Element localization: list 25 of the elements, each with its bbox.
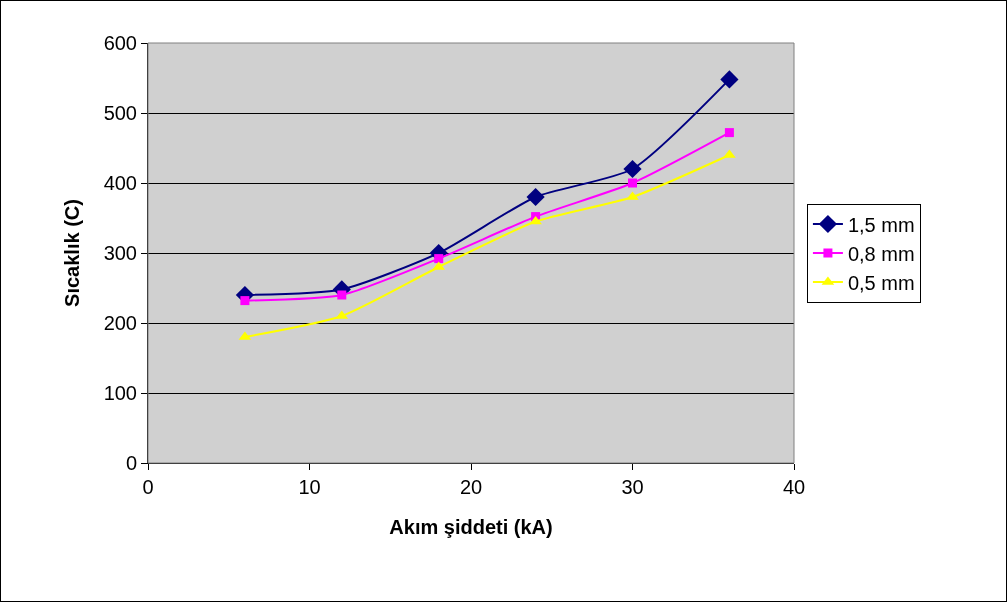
y-tick-label: 600 bbox=[103, 32, 137, 54]
point bbox=[240, 296, 250, 306]
y-axis-title: Sıcaklık (C) bbox=[61, 199, 84, 307]
y-tick-label: 100 bbox=[103, 382, 137, 404]
point bbox=[526, 187, 545, 207]
x-axis-title: Akım şiddeti (kA) bbox=[389, 515, 553, 538]
x-tick-label: 0 bbox=[142, 476, 154, 498]
point bbox=[623, 159, 642, 179]
point bbox=[628, 178, 637, 188]
legend-label: 0,5 mm bbox=[847, 271, 915, 294]
y-tick-label: 500 bbox=[103, 102, 137, 124]
x-tick-label: 40 bbox=[782, 476, 806, 498]
legend-label: 0,8 mm bbox=[847, 242, 915, 265]
point bbox=[724, 128, 734, 138]
y-tick-label: 400 bbox=[103, 172, 137, 194]
x-tick-label: 20 bbox=[459, 476, 483, 498]
y-tick-label: 0 bbox=[125, 452, 137, 474]
y-tick-label: 200 bbox=[103, 312, 137, 334]
point bbox=[720, 70, 739, 89]
point bbox=[434, 254, 444, 264]
x-tick-label: 30 bbox=[621, 476, 644, 498]
point bbox=[337, 290, 347, 300]
legend-label: 1,5 mm bbox=[847, 213, 915, 236]
x-tick-label: 10 bbox=[298, 476, 321, 498]
y-tick-label: 300 bbox=[103, 242, 137, 264]
